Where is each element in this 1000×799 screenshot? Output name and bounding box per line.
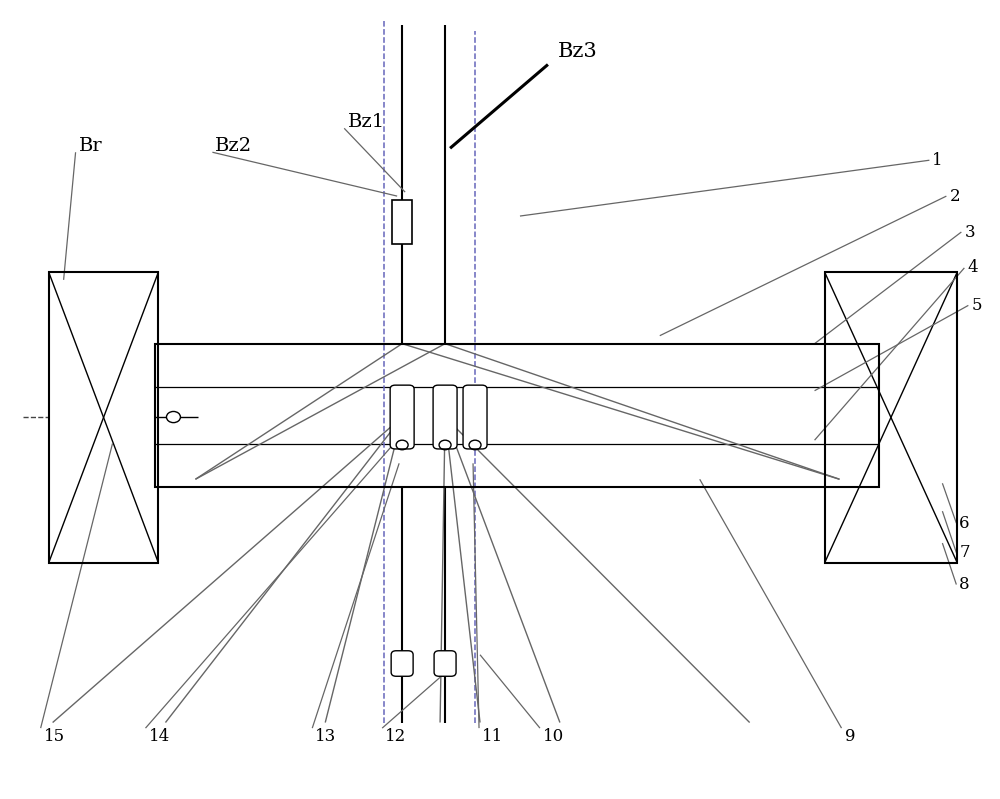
Text: 4: 4 bbox=[967, 260, 978, 276]
Text: 9: 9 bbox=[845, 728, 855, 745]
Text: 10: 10 bbox=[543, 728, 564, 745]
Text: Br: Br bbox=[79, 137, 102, 155]
Text: 13: 13 bbox=[315, 728, 337, 745]
FancyBboxPatch shape bbox=[434, 650, 456, 676]
Text: 7: 7 bbox=[959, 544, 970, 561]
Text: 14: 14 bbox=[148, 728, 170, 745]
FancyBboxPatch shape bbox=[463, 385, 487, 449]
Bar bbox=[49, 272, 158, 563]
Bar bbox=[825, 272, 957, 563]
Text: 3: 3 bbox=[964, 224, 975, 240]
Text: Bz2: Bz2 bbox=[215, 137, 253, 155]
Bar bbox=[155, 344, 879, 487]
Text: 12: 12 bbox=[385, 728, 406, 745]
Text: 11: 11 bbox=[482, 728, 503, 745]
Bar bbox=[392, 200, 412, 244]
FancyBboxPatch shape bbox=[391, 650, 413, 676]
Text: Bz1: Bz1 bbox=[348, 113, 385, 131]
Text: 5: 5 bbox=[971, 297, 982, 314]
FancyBboxPatch shape bbox=[390, 385, 414, 449]
FancyBboxPatch shape bbox=[433, 385, 457, 449]
Text: 6: 6 bbox=[959, 515, 970, 531]
Text: Bz3: Bz3 bbox=[558, 42, 598, 62]
Text: 15: 15 bbox=[44, 728, 65, 745]
Text: 2: 2 bbox=[949, 188, 960, 205]
Text: 1: 1 bbox=[932, 152, 943, 169]
Text: 8: 8 bbox=[959, 576, 970, 593]
